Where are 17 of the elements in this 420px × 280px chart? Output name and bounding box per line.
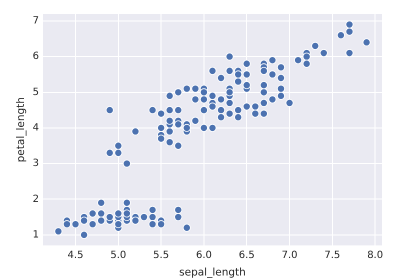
y-tick-label: 4 [32, 122, 39, 134]
x-tick-label: 6.5 [238, 250, 255, 261]
x-tick-label: 8.0 [367, 250, 384, 261]
x-tick-label: 7.5 [324, 250, 340, 261]
y-tick-label: 6 [32, 51, 39, 62]
x-tick-label: 7.0 [282, 250, 298, 261]
y-tick-label: 7 [32, 16, 39, 27]
y-tick-label: 2 [32, 194, 39, 205]
x-tick-label: 6.0 [196, 250, 212, 261]
x-tick-label: 5.5 [153, 250, 170, 261]
y-tick-label: 5 [32, 86, 39, 98]
x-tick-label: 5.0 [110, 250, 126, 261]
y-tick-label: 3 [32, 158, 39, 170]
x-axis-title: sepal_length [179, 266, 246, 278]
x-tick-label: 4.5 [68, 250, 84, 261]
y-axis-title: petal_length [15, 97, 28, 162]
y-tick-label: 1 [32, 229, 39, 240]
